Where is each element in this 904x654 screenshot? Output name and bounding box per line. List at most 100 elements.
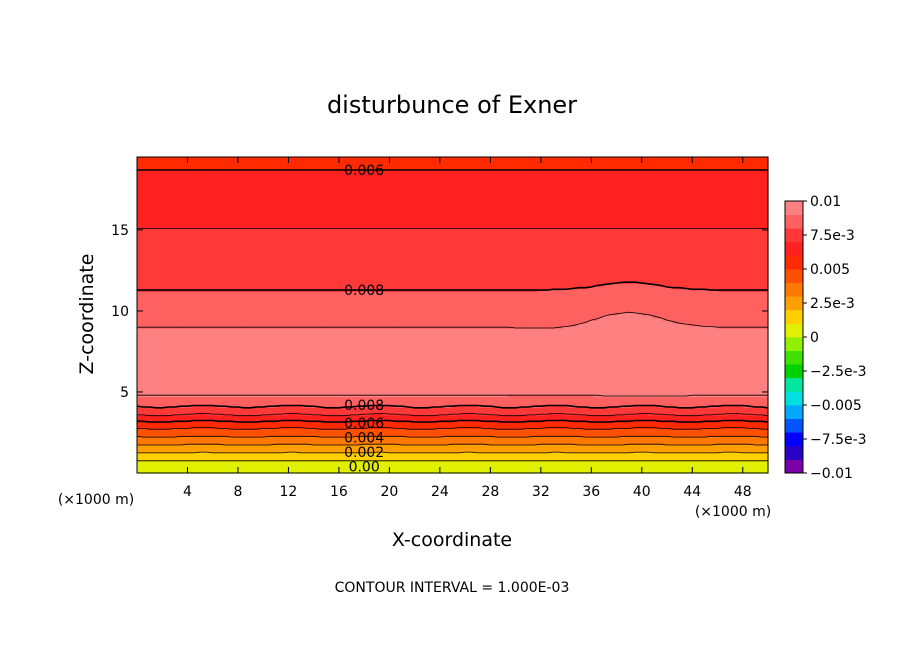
field-cell bbox=[322, 451, 328, 456]
field-cell bbox=[422, 441, 429, 445]
field-cell bbox=[642, 446, 649, 450]
field-cell bbox=[447, 436, 454, 440]
field-cell bbox=[472, 470, 479, 474]
field-cell bbox=[737, 467, 744, 471]
field-cell bbox=[417, 446, 424, 450]
field-cell bbox=[622, 465, 629, 469]
field-cell bbox=[167, 454, 173, 458]
field-cell bbox=[652, 454, 659, 458]
field-cell bbox=[547, 441, 554, 445]
field-cell bbox=[172, 436, 178, 440]
field-cell bbox=[217, 459, 223, 464]
field-cell bbox=[307, 449, 313, 453]
field-cell bbox=[537, 446, 544, 450]
field-cell bbox=[517, 438, 524, 442]
field-cell bbox=[502, 470, 509, 474]
field-cell bbox=[337, 446, 343, 450]
field-cell bbox=[217, 446, 223, 450]
field-cell bbox=[312, 433, 318, 437]
field-cell bbox=[397, 454, 404, 458]
field-cell bbox=[227, 444, 233, 448]
field-cell bbox=[722, 438, 729, 442]
field-cell bbox=[717, 465, 724, 469]
field-cell bbox=[757, 470, 764, 474]
field-cell bbox=[362, 451, 368, 456]
field-cell bbox=[617, 428, 624, 432]
field-cell bbox=[207, 436, 213, 440]
field-cell bbox=[367, 454, 373, 458]
field-cell bbox=[457, 470, 464, 474]
field-cell bbox=[147, 444, 153, 448]
field-cell bbox=[497, 436, 504, 440]
field-cell bbox=[477, 459, 484, 464]
field-cell bbox=[157, 446, 163, 450]
field-cell bbox=[297, 449, 303, 453]
field-cell bbox=[347, 465, 353, 469]
field-cell bbox=[502, 438, 509, 442]
field-cell bbox=[262, 422, 268, 427]
field-cell bbox=[287, 454, 293, 458]
field-cell bbox=[532, 465, 539, 469]
field-cell bbox=[762, 459, 769, 464]
field-cell bbox=[282, 433, 288, 437]
field-cell bbox=[547, 444, 554, 448]
field-cell bbox=[252, 428, 258, 432]
field-cell bbox=[637, 449, 644, 453]
field-cell bbox=[297, 444, 303, 448]
field-cell bbox=[367, 467, 373, 471]
field-cell bbox=[507, 425, 514, 429]
field-cell bbox=[372, 444, 378, 448]
field-cell bbox=[167, 428, 173, 432]
field-cell bbox=[407, 467, 414, 471]
field-cell bbox=[257, 454, 263, 458]
field-cell bbox=[317, 457, 323, 461]
field-cell bbox=[592, 430, 599, 435]
field-cell bbox=[207, 470, 213, 474]
field-cell bbox=[317, 444, 323, 448]
field-cell bbox=[412, 446, 419, 450]
field-cell bbox=[612, 465, 619, 469]
field-cell bbox=[322, 441, 328, 445]
field-cell bbox=[197, 430, 203, 435]
field-cell bbox=[202, 428, 208, 432]
field-cell bbox=[557, 438, 564, 442]
field-cell bbox=[637, 457, 644, 461]
field-cell bbox=[587, 441, 594, 445]
field-cell bbox=[437, 449, 444, 453]
field-cell bbox=[362, 425, 368, 429]
field-cell bbox=[712, 446, 719, 450]
field-cell bbox=[717, 430, 724, 435]
contour-fill-bands bbox=[137, 157, 769, 474]
field-cell bbox=[462, 459, 469, 464]
field-cell bbox=[252, 467, 258, 471]
field-cell bbox=[367, 449, 373, 453]
field-cell bbox=[732, 436, 739, 440]
field-cell bbox=[352, 449, 358, 453]
field-cell bbox=[257, 446, 263, 450]
field-cell bbox=[717, 446, 724, 450]
field-cell bbox=[367, 428, 373, 432]
field-cell bbox=[382, 433, 388, 437]
field-cell bbox=[247, 451, 253, 456]
field-cell bbox=[652, 465, 659, 469]
field-cell bbox=[177, 462, 183, 466]
field-cell bbox=[212, 470, 218, 474]
field-cell bbox=[357, 459, 363, 464]
field-cell bbox=[232, 459, 238, 464]
field-cell bbox=[632, 430, 639, 435]
field-cell bbox=[572, 465, 579, 469]
field-cell bbox=[507, 467, 514, 471]
field-cell bbox=[147, 454, 153, 458]
field-cell bbox=[212, 428, 218, 432]
field-cell bbox=[452, 438, 459, 442]
field-cell bbox=[277, 462, 283, 466]
field-cell bbox=[137, 451, 143, 456]
field-cell bbox=[447, 433, 454, 437]
field-cell bbox=[432, 433, 439, 437]
field-cell bbox=[627, 465, 634, 469]
field-cell bbox=[467, 446, 474, 450]
field-cell bbox=[392, 467, 399, 471]
field-cell bbox=[172, 428, 178, 432]
field-cell bbox=[227, 462, 233, 466]
field-cell bbox=[377, 428, 383, 432]
